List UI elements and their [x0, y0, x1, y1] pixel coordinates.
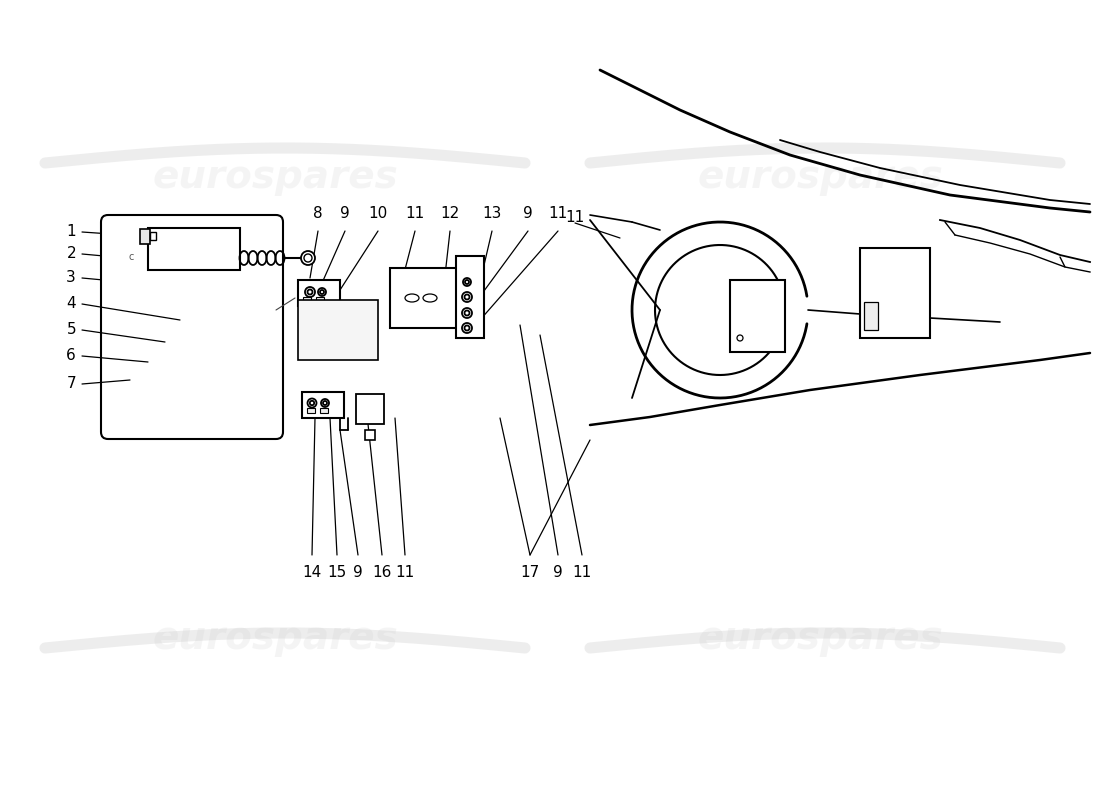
- Bar: [302, 392, 344, 418]
- Bar: [316, 297, 324, 302]
- Text: 2: 2: [66, 246, 76, 262]
- Text: 11: 11: [572, 565, 592, 580]
- Bar: [320, 408, 328, 413]
- Bar: [307, 408, 315, 413]
- Bar: [356, 394, 384, 424]
- Circle shape: [304, 254, 312, 262]
- Circle shape: [301, 251, 315, 265]
- Text: 15: 15: [328, 565, 346, 580]
- Text: 11: 11: [406, 206, 425, 221]
- Text: 1: 1: [66, 225, 76, 239]
- Circle shape: [320, 290, 324, 294]
- Bar: [390, 268, 458, 328]
- Circle shape: [310, 401, 315, 405]
- Ellipse shape: [405, 294, 419, 302]
- Text: 11: 11: [549, 206, 568, 221]
- Text: 6: 6: [66, 349, 76, 363]
- Text: eurospares: eurospares: [152, 158, 398, 196]
- Ellipse shape: [424, 294, 437, 302]
- Text: eurospares: eurospares: [152, 619, 398, 657]
- FancyBboxPatch shape: [101, 215, 283, 439]
- Circle shape: [323, 401, 327, 405]
- Bar: [140, 229, 150, 244]
- Circle shape: [464, 294, 470, 299]
- Circle shape: [737, 335, 742, 341]
- Circle shape: [308, 398, 317, 407]
- Circle shape: [465, 280, 469, 284]
- Bar: [730, 280, 785, 352]
- Text: 11: 11: [565, 210, 584, 225]
- Text: eurospares: eurospares: [697, 619, 943, 657]
- Circle shape: [318, 288, 326, 296]
- Circle shape: [321, 399, 329, 407]
- Bar: [150, 232, 156, 240]
- Circle shape: [462, 323, 472, 333]
- Bar: [365, 430, 375, 440]
- Text: 9: 9: [553, 565, 563, 580]
- Text: 3: 3: [66, 270, 76, 286]
- Circle shape: [464, 310, 470, 315]
- Text: 9: 9: [340, 206, 350, 221]
- Bar: [302, 297, 311, 302]
- Text: 9: 9: [353, 565, 363, 580]
- Circle shape: [462, 308, 472, 318]
- Text: 17: 17: [520, 565, 540, 580]
- Text: 9: 9: [524, 206, 532, 221]
- Text: 10: 10: [368, 206, 387, 221]
- Bar: [148, 228, 240, 270]
- Circle shape: [464, 326, 470, 330]
- Text: 5: 5: [66, 322, 76, 338]
- Text: 12: 12: [440, 206, 460, 221]
- Circle shape: [463, 278, 471, 286]
- Circle shape: [462, 292, 472, 302]
- Bar: [298, 280, 340, 306]
- Text: 14: 14: [302, 565, 321, 580]
- Text: 4: 4: [66, 297, 76, 311]
- Bar: [860, 248, 930, 338]
- Bar: [456, 256, 484, 338]
- Text: 13: 13: [482, 206, 502, 221]
- Circle shape: [305, 287, 315, 297]
- Text: eurospares: eurospares: [697, 158, 943, 196]
- Text: 8: 8: [314, 206, 322, 221]
- Text: 16: 16: [372, 565, 392, 580]
- Text: 11: 11: [395, 565, 415, 580]
- Bar: [298, 300, 378, 360]
- Bar: [864, 302, 878, 330]
- Text: c: c: [129, 252, 134, 262]
- Text: 7: 7: [66, 377, 76, 391]
- Circle shape: [308, 290, 312, 294]
